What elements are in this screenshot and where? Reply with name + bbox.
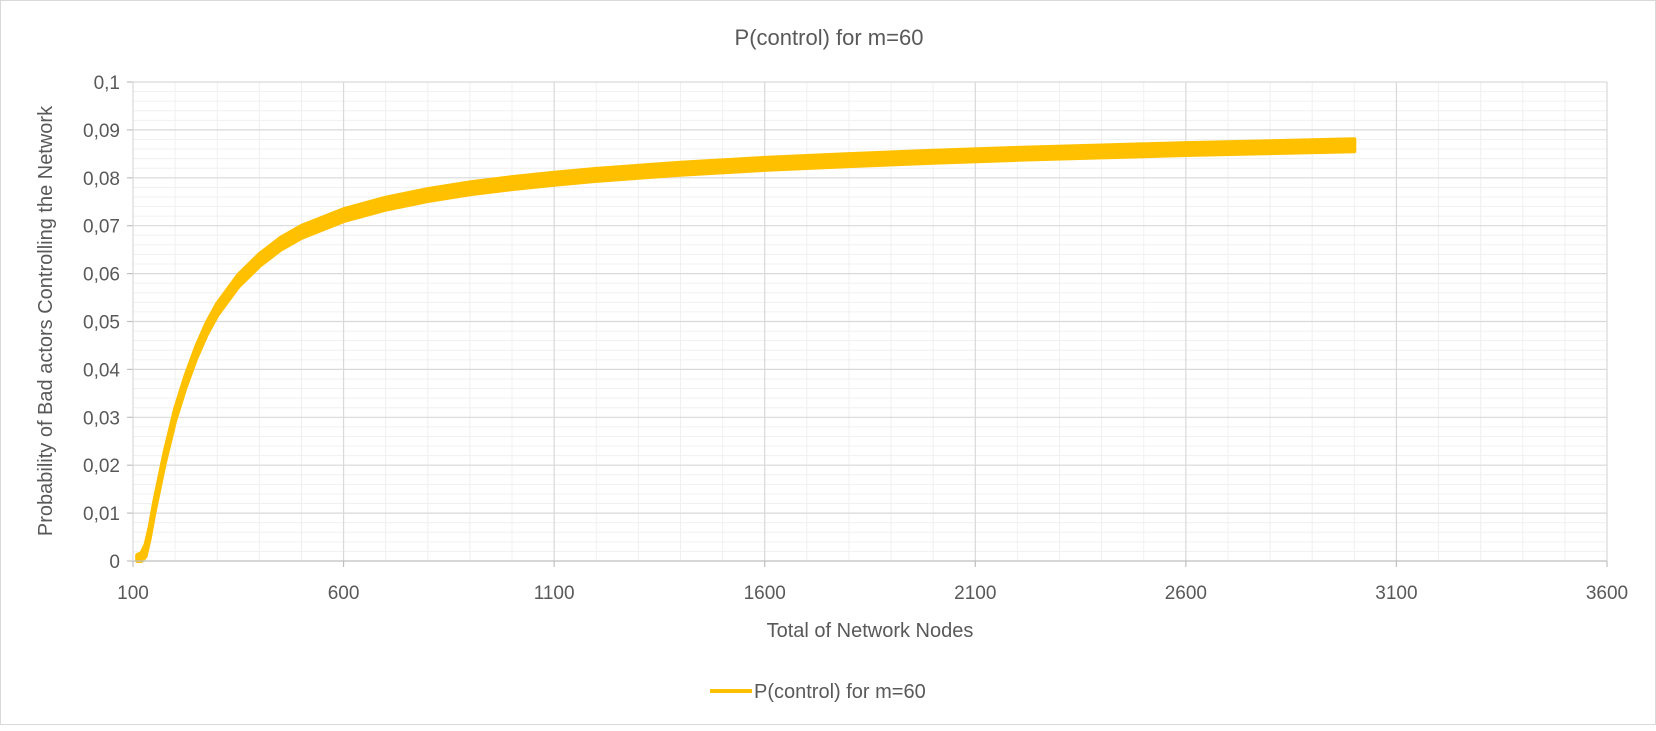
data-point: [152, 506, 156, 510]
data-point: [299, 230, 303, 234]
data-point: [278, 242, 282, 246]
data-point: [173, 413, 177, 417]
y-axis-title: Probability of Bad actors Controlling th…: [35, 105, 57, 536]
x-tick-label: 1100: [534, 583, 575, 604]
x-tick-label: 600: [328, 583, 360, 604]
data-point: [678, 167, 682, 171]
data-point: [257, 258, 261, 262]
y-axis-tick-labels: 0 0,01 0,02 0,03 0,04 0,05 0,06 0,07 0,08 0,09 0,1: [83, 73, 120, 573]
data-point: [426, 193, 430, 197]
data-point: [1352, 143, 1356, 147]
data-point: [1015, 152, 1019, 156]
data-point: [1184, 147, 1188, 151]
data-point: [215, 308, 219, 312]
data-point: [163, 456, 167, 460]
y-tick-label: 0,03: [83, 408, 120, 429]
y-tick-label: 0,05: [83, 313, 120, 334]
chart-title: P(control) for m=60: [735, 25, 924, 50]
data-point: [236, 279, 240, 283]
x-tick-label: 1600: [744, 583, 786, 604]
data-point: [468, 186, 472, 190]
x-tick-label: 3600: [1586, 583, 1628, 604]
y-tick-label: 0: [109, 552, 120, 573]
legend-label: P(control) for m=60: [754, 681, 926, 703]
series-layer: [135, 137, 1357, 563]
y-tick-label: 0,08: [83, 169, 120, 190]
x-axis-tick-labels: 100 600 1100 1600 2100 2600 3100 3600: [117, 583, 1628, 604]
data-point: [931, 155, 935, 159]
data-point: [552, 177, 556, 181]
data-point: [194, 351, 198, 355]
data-point: [144, 548, 148, 552]
data-point: [139, 557, 143, 561]
x-tick-label: 100: [117, 583, 149, 604]
data-point: [594, 173, 598, 177]
y-tick-label: 0,1: [94, 73, 120, 94]
x-tick-label: 3100: [1375, 583, 1417, 604]
data-point: [1268, 145, 1272, 149]
data-point: [205, 327, 209, 331]
minor-gridlines: [133, 82, 1607, 561]
data-point: [847, 158, 851, 162]
y-tick-label: 0,06: [83, 265, 120, 286]
data-point: [510, 181, 514, 185]
y-tick-label: 0,04: [83, 360, 120, 381]
data-point: [184, 379, 188, 383]
x-tick-label: 2600: [1165, 583, 1207, 604]
series-band-0: [135, 137, 1357, 563]
y-tick-label: 0,01: [83, 504, 120, 525]
major-gridlines: [127, 81, 1608, 567]
data-point: [384, 202, 388, 206]
x-axis-title: Total of Network Nodes: [767, 620, 974, 642]
data-point: [342, 213, 346, 217]
data-point: [1100, 149, 1104, 153]
y-tick-label: 0,09: [83, 121, 120, 142]
x-tick-label: 2100: [954, 583, 996, 604]
y-tick-label: 0,02: [83, 456, 120, 477]
y-tick-label: 0,07: [83, 217, 120, 238]
data-point: [148, 530, 152, 534]
data-point: [763, 162, 767, 166]
